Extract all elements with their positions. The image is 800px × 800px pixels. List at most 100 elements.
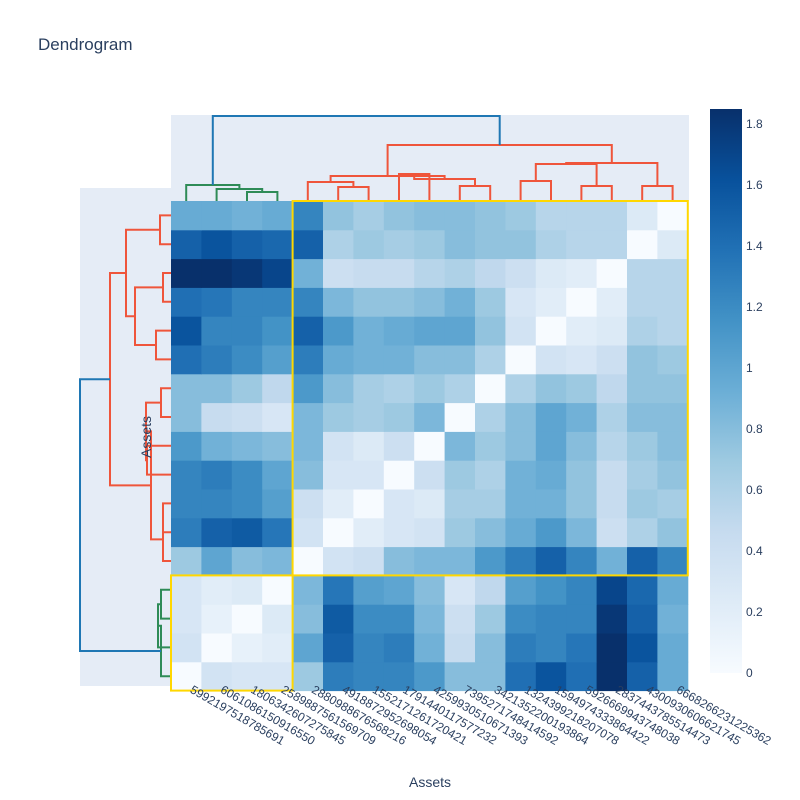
heatmap-cell [475, 661, 506, 692]
heatmap-cell [657, 201, 689, 231]
y-axis-title: Assets [138, 416, 154, 458]
heatmap-cell [414, 287, 446, 317]
heatmap-cell [201, 489, 233, 519]
colorbar-tick-label: 0.8 [746, 422, 763, 436]
heatmap-cell [201, 604, 233, 634]
heatmap-cell [535, 316, 567, 346]
heatmap-cell [323, 489, 354, 519]
x-axis-title: Assets [409, 774, 451, 790]
heatmap-cell [414, 258, 446, 288]
heatmap-cell [627, 489, 658, 519]
heatmap-cell [292, 373, 324, 404]
heatmap-cell [262, 373, 294, 404]
heatmap-cell [505, 431, 537, 461]
heatmap-cell [596, 517, 628, 548]
heatmap-cell [323, 229, 354, 260]
heatmap-cell [535, 661, 567, 692]
heatmap-cell [201, 287, 233, 317]
heatmap-cell [292, 460, 324, 490]
heatmap-cell [566, 373, 598, 404]
heatmap-cell [444, 546, 476, 576]
cluster-highlights [170, 200, 689, 692]
heatmap-cell [292, 661, 324, 692]
heatmap-cell [475, 575, 506, 605]
heatmap-cell [323, 604, 354, 634]
heatmap-cell [535, 633, 567, 663]
chart-title: Dendrogram [38, 35, 133, 54]
heatmap-cell [657, 604, 689, 634]
heatmap-cell [505, 373, 537, 404]
heatmap-cell [566, 201, 598, 231]
heatmap-cell [475, 460, 506, 490]
heatmap-cell [231, 402, 263, 432]
heatmap-cell [171, 373, 202, 404]
heatmap-cell [262, 633, 294, 663]
heatmap-cell [383, 575, 415, 605]
heatmap-cell [475, 201, 506, 231]
heatmap-cell [657, 575, 689, 605]
heatmap-cell [596, 345, 628, 375]
heatmap-cell [171, 575, 202, 605]
heatmap-cell [535, 345, 567, 375]
heatmap-cell [475, 546, 506, 576]
heatmap-cell [414, 460, 446, 490]
heatmap-cell [414, 604, 446, 634]
heatmap-cell [383, 345, 415, 375]
heatmap-cell [535, 604, 567, 634]
heatmap-cell [353, 345, 385, 375]
heatmap-cell [323, 258, 354, 288]
heatmap-cell [475, 517, 506, 548]
heatmap-cell [383, 517, 415, 548]
dendrogram-link [211, 115, 501, 185]
heatmap-cell [596, 229, 628, 260]
heatmap-cell [171, 489, 202, 519]
heatmap-cell [596, 431, 628, 461]
heatmap-cell [475, 287, 506, 317]
heatmap-cell [444, 345, 476, 375]
heatmap-cell [231, 460, 263, 490]
heatmap-cell [171, 287, 202, 317]
heatmap-cell [475, 258, 506, 288]
heatmap-cell [383, 229, 415, 260]
heatmap-cell [627, 373, 658, 404]
heatmap-cell [627, 661, 658, 692]
heatmap-cell [444, 316, 476, 346]
colorbar-tick-label: 1.6 [746, 178, 763, 192]
heatmap-cell [383, 661, 415, 692]
heatmap-cell [414, 229, 446, 260]
heatmap-cell [414, 373, 446, 404]
cluster-highlight-box [170, 574, 294, 692]
heatmap-cell [353, 489, 385, 519]
heatmap-cell [535, 201, 567, 231]
heatmap-cell [231, 431, 263, 461]
heatmap-cell [657, 345, 689, 375]
heatmap-cell [231, 604, 263, 634]
heatmap-cell [475, 345, 506, 375]
colorbar-tick-label: 0.2 [746, 605, 763, 619]
colorbar-tick-label: 1.4 [746, 239, 763, 253]
heatmap-cell [292, 604, 324, 634]
heatmap-cell [262, 258, 294, 288]
heatmap-cell [535, 373, 567, 404]
heatmap-cell [201, 258, 233, 288]
heatmap-cell [262, 345, 294, 375]
heatmap-cell [657, 316, 689, 346]
heatmap-cell [414, 633, 446, 663]
heatmap-cell [171, 229, 202, 260]
heatmap-cell [414, 431, 446, 461]
heatmap-cell [171, 633, 202, 663]
heatmap-cell [262, 517, 294, 548]
heatmap-cell [444, 489, 476, 519]
heatmap-cell [292, 229, 324, 260]
colorbar [710, 109, 742, 673]
heatmap-cell [657, 229, 689, 260]
heatmap-cell [566, 661, 598, 692]
heatmap-cell [535, 402, 567, 432]
heatmap-cell [323, 517, 354, 548]
heatmap-cell [231, 229, 263, 260]
heatmap-cell [414, 201, 446, 231]
heatmap-cell [231, 201, 263, 231]
heatmap-cell [627, 460, 658, 490]
heatmap-cell [262, 402, 294, 432]
heatmap-cell [201, 661, 233, 692]
